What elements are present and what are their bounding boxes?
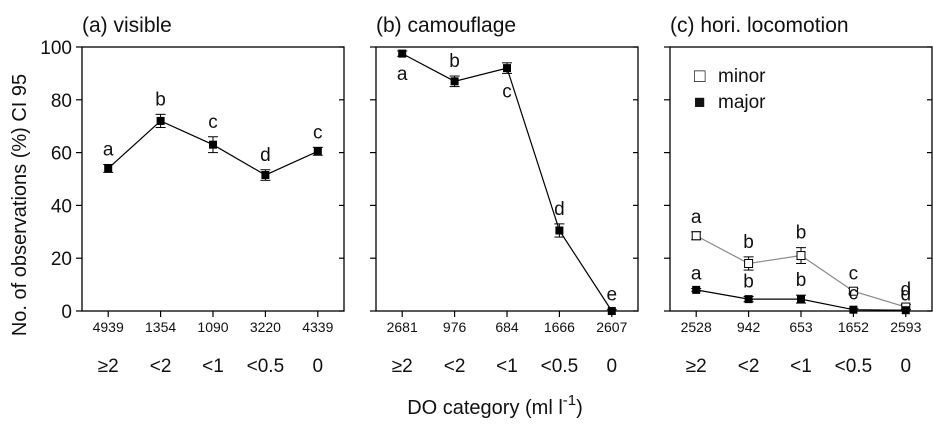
significance-letter: a [691, 264, 702, 285]
y-axis-label: No. of observations (%) CI 95 [9, 74, 31, 336]
panel-title-c: (c) hori. locomotion [670, 14, 849, 37]
data-point [156, 116, 165, 125]
category-label: 0 [901, 356, 912, 377]
significance-letter: c [208, 112, 218, 133]
data-point [848, 286, 858, 296]
legend-major-label: major [718, 92, 766, 113]
category-label: 0 [313, 356, 324, 377]
sample-size-label: 1354 [145, 319, 176, 335]
data-point [104, 164, 113, 173]
category-label: <2 [738, 356, 760, 377]
data-point [691, 231, 701, 241]
y-tick-label: 100 [40, 38, 72, 59]
significance-letter: c [313, 122, 323, 143]
significance-letter: a [691, 207, 702, 228]
panel-title-b: (b) camouflage [376, 14, 516, 37]
y-tick-label: 0 [61, 302, 72, 323]
data-point [901, 306, 910, 315]
sample-size-label: 2681 [387, 319, 418, 335]
category-label: <2 [150, 356, 172, 377]
legend-major-icon: ■ [694, 92, 705, 113]
panel-frame-a [81, 46, 345, 312]
sample-size-label: 1666 [544, 319, 575, 335]
data-point [692, 285, 701, 294]
sample-size-label: 4339 [302, 319, 333, 335]
sample-size-label: 4939 [93, 319, 124, 335]
significance-letter: b [796, 223, 807, 244]
significance-letter: b [155, 89, 166, 110]
y-axis: 0 20 40 60 80 100 [40, 38, 932, 323]
y-tick-label: 60 [51, 144, 72, 165]
category-label: <0.5 [835, 356, 873, 377]
sample-size-label: 942 [737, 319, 761, 335]
series-layer [103, 49, 911, 315]
data-point [796, 251, 806, 261]
category-label: <1 [496, 356, 518, 377]
significance-letter: a [103, 139, 114, 160]
data-point [503, 64, 511, 73]
data-point [555, 226, 564, 235]
significance-letter: b [743, 232, 754, 253]
category-label: <1 [790, 356, 812, 377]
data-point [398, 49, 407, 58]
category-label: <0.5 [541, 356, 579, 377]
x-axis-label-unit-exponent: -1 [563, 392, 576, 409]
sample-size-label: 3220 [250, 319, 281, 335]
significance-letter: c [849, 283, 859, 304]
sample-size-label: 976 [443, 319, 467, 335]
data-point [744, 295, 753, 304]
data-point [849, 305, 858, 314]
significance-letter: d [554, 199, 565, 220]
data-point [797, 295, 805, 304]
significance-letter: b [796, 270, 807, 291]
x-axis-label-close: ) [576, 397, 583, 419]
category-label: ≥2 [392, 356, 413, 377]
sample-size-label: 2528 [681, 319, 712, 335]
significance-letter: c [502, 81, 512, 102]
legend-minor-label: minor [718, 66, 766, 87]
sample-size-label: 653 [789, 319, 813, 335]
significance-letter: d [901, 284, 912, 305]
legend-minor-icon: □ [694, 66, 706, 87]
category-label: <2 [444, 356, 466, 377]
significance-letter: b [743, 271, 754, 292]
sample-size-label: 2593 [890, 319, 921, 335]
sample-size-label: 2607 [596, 319, 627, 335]
significance-letter: d [260, 145, 271, 166]
significance-letter: d [901, 279, 912, 300]
data-point [209, 140, 217, 149]
sample-size-label: 684 [495, 319, 519, 335]
significance-letter: a [397, 64, 408, 85]
data-point [744, 258, 754, 268]
y-tick-label: 40 [51, 196, 72, 217]
sample-size-label: 1652 [838, 319, 869, 335]
data-point [607, 307, 616, 315]
x-axis-label: DO category (ml l-1) [407, 392, 583, 419]
data-point [261, 171, 270, 180]
category-label: 0 [607, 356, 618, 377]
category-label: ≥2 [686, 356, 707, 377]
category-label: ≥2 [98, 356, 119, 377]
significance-letter: b [449, 51, 460, 72]
category-labels: 4939 ≥2 1354 <2 1090 <1 3220 <0.5 4339 0 a b c d c 2681… [93, 51, 922, 377]
x-axis-label-main: DO category (ml l [407, 397, 563, 419]
category-label: <1 [202, 356, 224, 377]
legend: □ minor ■ major [694, 66, 766, 113]
category-label: <0.5 [247, 356, 285, 377]
significance-letter: e [607, 285, 618, 306]
data-point [313, 147, 322, 156]
y-tick-label: 20 [51, 249, 72, 270]
data-point [450, 77, 459, 86]
panel-title-a: (a) visible [82, 14, 172, 37]
y-tick-label: 80 [51, 91, 72, 112]
sample-size-label: 1090 [197, 319, 228, 335]
significance-letter: c [849, 264, 859, 285]
